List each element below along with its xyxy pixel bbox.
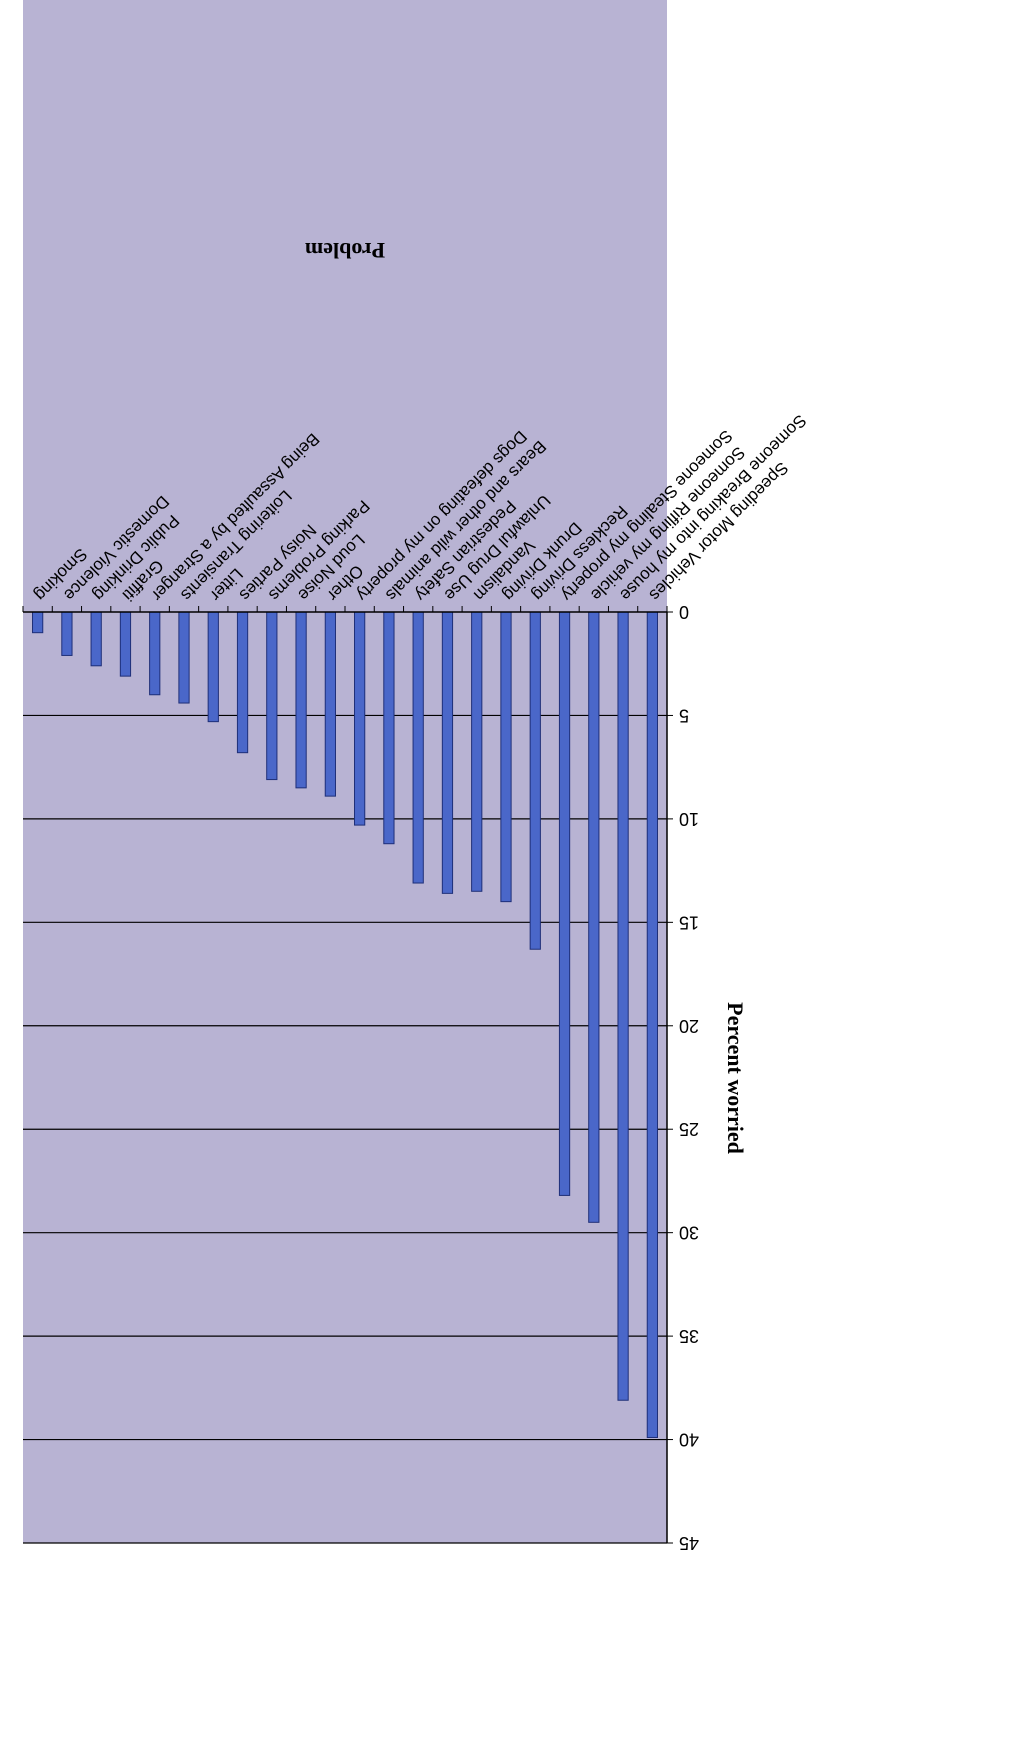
bar bbox=[529, 611, 541, 950]
bar bbox=[558, 611, 571, 1196]
bar bbox=[178, 611, 190, 704]
y-axis-label: Percent worried bbox=[723, 1002, 748, 1154]
bar bbox=[119, 611, 132, 677]
y-tick-label: 5 bbox=[679, 705, 689, 725]
bar bbox=[207, 611, 219, 723]
bar bbox=[32, 611, 44, 634]
plot-area bbox=[23, 0, 667, 1543]
bar bbox=[441, 611, 454, 894]
bar bbox=[500, 611, 512, 903]
x-axis-label: Problem bbox=[305, 238, 385, 263]
bar bbox=[90, 611, 102, 667]
bar bbox=[588, 611, 600, 1223]
y-tick-label: 40 bbox=[679, 1430, 699, 1450]
bar bbox=[354, 611, 366, 826]
bar bbox=[236, 611, 249, 754]
bar bbox=[295, 611, 307, 789]
bar bbox=[266, 611, 278, 781]
y-tick-label: 25 bbox=[679, 1119, 699, 1139]
y-axis-ticks: 0 5 10 15 20 25 30 35 40 45 bbox=[667, 602, 699, 1553]
bar bbox=[617, 611, 629, 1401]
y-tick-label: 45 bbox=[679, 1533, 699, 1553]
bar bbox=[646, 611, 658, 1438]
bar bbox=[324, 611, 336, 797]
y-tick-label: 20 bbox=[679, 1016, 699, 1036]
bar bbox=[412, 611, 424, 884]
bar bbox=[471, 611, 483, 892]
y-tick-label: 35 bbox=[679, 1326, 699, 1346]
y-tick-label: 0 bbox=[679, 602, 689, 622]
bar bbox=[383, 611, 395, 845]
bar bbox=[149, 611, 161, 696]
y-tick-label: 10 bbox=[679, 809, 699, 829]
y-tick-label: 15 bbox=[679, 912, 699, 932]
y-tick-label: 30 bbox=[679, 1223, 699, 1243]
bar bbox=[61, 611, 73, 656]
